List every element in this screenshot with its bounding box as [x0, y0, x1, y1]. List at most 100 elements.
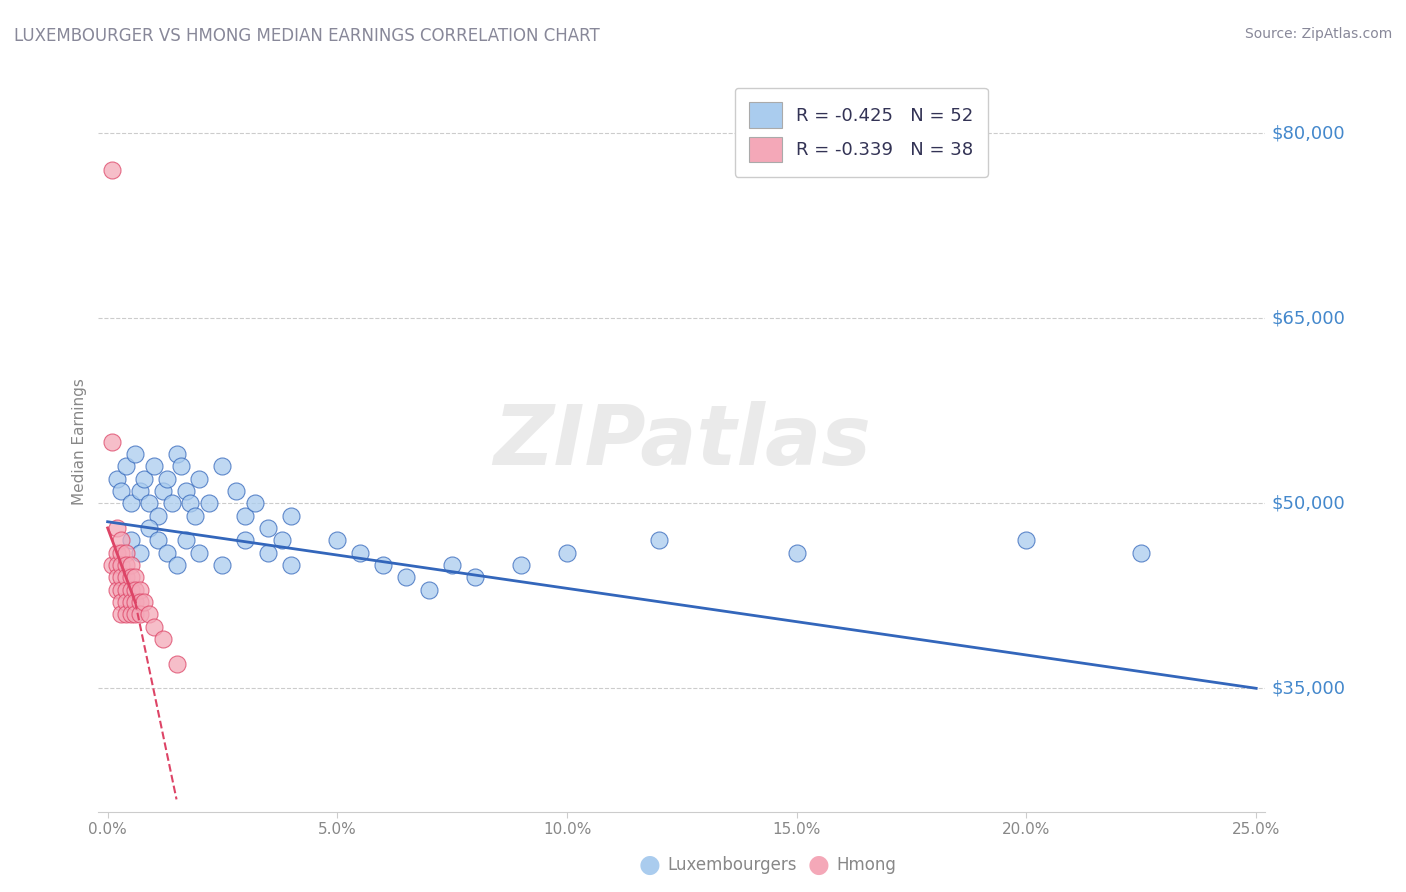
Point [138, 496, 160, 510]
Point [105, 471, 128, 485]
Point [243, 496, 266, 510]
Text: $80,000: $80,000 [1271, 124, 1346, 142]
Point [326, 533, 349, 548]
Point [211, 459, 233, 474]
Point [110, 558, 132, 572]
Point [128, 483, 150, 498]
Point [110, 533, 132, 548]
Point [110, 595, 132, 609]
Point [105, 521, 128, 535]
Point [170, 459, 193, 474]
Point [156, 471, 179, 485]
Point [179, 496, 201, 510]
Point [110, 582, 132, 597]
Point [280, 508, 302, 523]
Point [211, 558, 233, 572]
Point [166, 558, 188, 572]
Text: Luxembourgers: Luxembourgers [668, 856, 797, 874]
Point [184, 508, 207, 523]
Point [648, 533, 671, 548]
Point [115, 595, 138, 609]
Point [105, 546, 128, 560]
Text: $65,000: $65,000 [1271, 310, 1346, 327]
Point [166, 657, 188, 671]
Point [134, 595, 156, 609]
Point [105, 570, 128, 584]
Point [160, 496, 183, 510]
Point [174, 483, 197, 498]
Point [110, 607, 132, 622]
Point [120, 533, 142, 548]
Text: $35,000: $35,000 [1271, 680, 1346, 698]
Text: Source: ZipAtlas.com: Source: ZipAtlas.com [1244, 27, 1392, 41]
Point [120, 558, 142, 572]
Point [464, 570, 486, 584]
Point [115, 546, 138, 560]
Point [128, 607, 150, 622]
Point [134, 471, 156, 485]
Point [146, 533, 169, 548]
Point [156, 546, 179, 560]
Point [101, 163, 124, 178]
Point [441, 558, 464, 572]
Point [257, 546, 280, 560]
Point [188, 546, 211, 560]
Point [101, 558, 124, 572]
Point [146, 508, 169, 523]
Point [555, 546, 578, 560]
Point [105, 558, 128, 572]
Text: ●: ● [807, 854, 830, 877]
Point [188, 471, 211, 485]
Text: LUXEMBOURGER VS HMONG MEDIAN EARNINGS CORRELATION CHART: LUXEMBOURGER VS HMONG MEDIAN EARNINGS CO… [14, 27, 600, 45]
Point [166, 447, 188, 461]
Point [124, 595, 146, 609]
Y-axis label: Median Earnings: Median Earnings [72, 378, 87, 505]
Point [120, 595, 142, 609]
Point [280, 558, 302, 572]
Point [128, 595, 150, 609]
Point [395, 570, 418, 584]
Point [120, 582, 142, 597]
Point [110, 570, 132, 584]
Point [349, 546, 371, 560]
Point [1130, 546, 1153, 560]
Point [235, 508, 257, 523]
Point [138, 521, 160, 535]
Point [128, 546, 150, 560]
Point [124, 570, 146, 584]
Point [152, 632, 174, 646]
Point [1015, 533, 1038, 548]
Point [257, 521, 280, 535]
Point [120, 570, 142, 584]
Point [101, 434, 124, 449]
Text: ZIPatlas: ZIPatlas [494, 401, 870, 482]
Point [197, 496, 219, 510]
Point [174, 533, 197, 548]
Point [124, 607, 146, 622]
Text: $50,000: $50,000 [1271, 494, 1346, 512]
Point [124, 582, 146, 597]
Point [225, 483, 247, 498]
Point [115, 558, 138, 572]
Legend: R = -0.425   N = 52, R = -0.339   N = 38: R = -0.425 N = 52, R = -0.339 N = 38 [735, 87, 988, 177]
Point [115, 607, 138, 622]
Point [124, 447, 146, 461]
Text: ●: ● [638, 854, 661, 877]
Point [271, 533, 294, 548]
Point [115, 570, 138, 584]
Point [373, 558, 395, 572]
Point [510, 558, 533, 572]
Point [110, 483, 132, 498]
Point [152, 483, 174, 498]
Point [110, 546, 132, 560]
Point [120, 607, 142, 622]
Point [115, 582, 138, 597]
Point [418, 582, 440, 597]
Point [105, 582, 128, 597]
Point [120, 496, 142, 510]
Point [235, 533, 257, 548]
Point [128, 582, 150, 597]
Point [115, 459, 138, 474]
Text: Hmong: Hmong [837, 856, 897, 874]
Point [142, 619, 165, 633]
